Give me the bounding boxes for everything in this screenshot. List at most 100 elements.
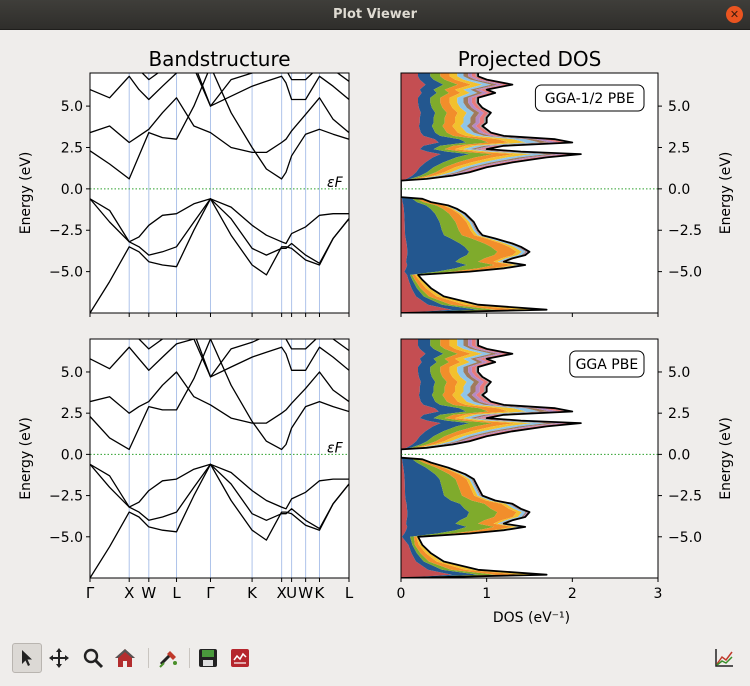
dos-stack xyxy=(401,339,582,578)
band-line xyxy=(90,73,349,180)
band-line xyxy=(90,339,349,378)
bandstructure-top-axes: εF 5.0 2.5 0.0 −2.5 −5.0 Energy (eV) Bandstruct… xyxy=(18,47,350,317)
pointer-icon xyxy=(22,650,32,666)
pointer-button[interactable] xyxy=(12,643,42,673)
fermi-label: εF xyxy=(327,175,344,191)
pdos-area xyxy=(401,339,522,578)
y-tick-label: 0.0 xyxy=(61,447,83,463)
band-line xyxy=(90,73,349,107)
band-line xyxy=(90,198,349,245)
y-axis-label: Energy (eV) xyxy=(718,152,734,235)
fermi-label: εF xyxy=(327,440,344,456)
y-tick-label: 5.0 xyxy=(668,365,690,381)
save-button[interactable] xyxy=(193,643,223,673)
band-line xyxy=(137,339,349,378)
kpoint-label: Γ xyxy=(86,584,95,602)
axes-frame xyxy=(400,338,659,579)
kpoint-label: U xyxy=(286,584,297,602)
kpoint-label: K xyxy=(247,584,258,602)
kpoint-label: L xyxy=(345,584,354,602)
y-tick-label: 5.0 xyxy=(668,99,690,115)
x-tick-label: 2 xyxy=(568,586,577,602)
edit-figure-icon xyxy=(231,649,249,667)
y-tick-label: −5.0 xyxy=(49,265,83,281)
plot-figure: εF 5.0 2.5 0.0 −2.5 −5.0 Energy (eV) Bandstruct… xyxy=(18,47,734,626)
total-dos-line xyxy=(401,73,582,313)
band-line xyxy=(90,339,349,451)
pdos-area xyxy=(401,73,498,313)
y-tick-label: −5.0 xyxy=(668,530,702,546)
edit-figure-button[interactable] xyxy=(225,643,255,673)
kpoint-label: X xyxy=(277,584,287,602)
axes-frame xyxy=(400,72,659,314)
y-axis-label: Energy (eV) xyxy=(18,417,34,500)
y-tick-label: 0.0 xyxy=(668,447,690,463)
pdos-area xyxy=(401,339,452,578)
configure-button[interactable] xyxy=(154,643,184,673)
pdos-area xyxy=(401,73,452,313)
floppy-disk-icon xyxy=(199,649,217,667)
zoom-button[interactable] xyxy=(78,643,108,673)
plot-toolbar xyxy=(0,640,750,686)
pan-button[interactable] xyxy=(44,643,74,673)
y-tick-label: 2.5 xyxy=(668,140,690,156)
x-tick-label: 3 xyxy=(654,586,663,602)
y-axis-label: Energy (eV) xyxy=(718,417,734,500)
y-tick-label: 5.0 xyxy=(61,365,83,381)
band-line xyxy=(90,198,349,264)
pdos-area xyxy=(401,73,479,313)
window-title: Plot Viewer xyxy=(333,7,417,22)
kpoint-label: X xyxy=(124,584,134,602)
y-tick-label: −2.5 xyxy=(49,489,83,505)
close-icon[interactable]: ✕ xyxy=(726,6,743,23)
dos-bottom-axes: 5.0 2.5 0.0 −2.5 −5.0 Energy (eV) GGA PBE 0 1 2 3 D… xyxy=(397,338,734,626)
chart-title: Bandstructure xyxy=(148,47,290,71)
band-line xyxy=(90,198,349,313)
magnifier-icon xyxy=(83,648,104,669)
dos-top-axes: 5.0 2.5 0.0 −2.5 −5.0 Energy (eV) Projected DO… xyxy=(400,47,734,317)
line-chart-button[interactable] xyxy=(709,643,739,673)
chart-title: Projected DOS xyxy=(458,47,602,71)
x-tick-label: 0 xyxy=(397,586,406,602)
y-tick-label: −5.0 xyxy=(49,530,83,546)
kpoint-label: K xyxy=(315,584,326,602)
method-annotation: GGA PBE xyxy=(576,357,639,373)
y-tick-label: −2.5 xyxy=(668,223,702,239)
kpoint-label: W xyxy=(298,584,313,602)
kpoint-label: Γ xyxy=(206,584,215,602)
axes-frame xyxy=(89,72,350,314)
y-tick-label: 5.0 xyxy=(61,99,83,115)
y-tick-label: −2.5 xyxy=(49,223,83,239)
kpoint-label: W xyxy=(141,584,156,602)
method-annotation: GGA-1/2 PBE xyxy=(545,91,635,107)
y-axis-label: Energy (eV) xyxy=(18,152,34,235)
x-axis-label: DOS (eV⁻¹) xyxy=(493,610,570,626)
y-tick-label: −5.0 xyxy=(668,265,702,281)
band-lines xyxy=(90,73,349,313)
axes-frame xyxy=(89,338,350,579)
y-tick-label: 2.5 xyxy=(61,406,83,422)
method-annotation-box xyxy=(534,84,645,112)
band-line xyxy=(90,97,349,154)
kpoint-label: L xyxy=(172,584,181,602)
y-tick-label: 0.0 xyxy=(61,182,83,198)
home-icon xyxy=(115,649,135,667)
line-chart-icon xyxy=(715,649,733,667)
band-line xyxy=(90,463,349,578)
total-dos-line xyxy=(401,339,582,578)
dos-stack xyxy=(401,73,582,313)
home-button[interactable] xyxy=(110,643,140,673)
y-tick-label: 2.5 xyxy=(668,406,690,422)
pan-arrows-icon xyxy=(49,648,69,668)
band-line xyxy=(90,371,349,424)
y-tick-label: −2.5 xyxy=(668,489,702,505)
y-tick-label: 0.0 xyxy=(668,182,690,198)
band-line xyxy=(90,463,349,510)
pdos-area xyxy=(401,339,498,578)
y-tick-label: 2.5 xyxy=(61,140,83,156)
band-line xyxy=(90,463,349,530)
band-lines xyxy=(90,339,349,578)
pdos-area xyxy=(401,339,479,578)
toolbar-separator xyxy=(189,648,190,668)
